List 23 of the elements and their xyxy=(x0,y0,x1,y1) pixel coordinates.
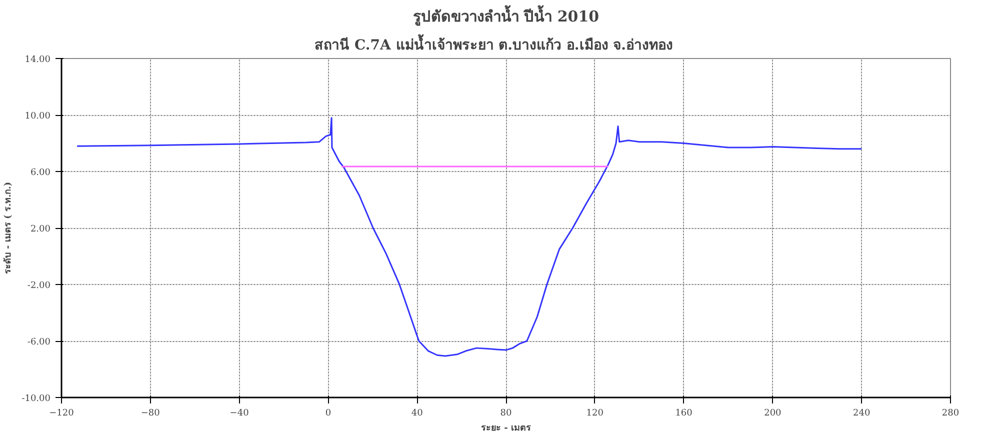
x-tick-label: −120 xyxy=(49,408,74,418)
x-tick-label: 200 xyxy=(764,408,782,418)
y-tick-label: 10.00 xyxy=(24,112,51,122)
y-axis-title: ระดับ - เมตร ( ร.ท.ก.) xyxy=(2,182,14,274)
y-tick-label: -2.00 xyxy=(27,281,51,291)
chart-title: รูปตัดขวางลำน้ำ ปีน้ำ 2010 xyxy=(412,4,600,26)
x-tick-label: 40 xyxy=(411,408,424,418)
x-tick-label: −40 xyxy=(230,408,250,418)
x-tick-label: 240 xyxy=(853,408,870,418)
y-tick-label: 14.00 xyxy=(24,55,51,65)
y-tick-label: -6.00 xyxy=(27,338,51,348)
y-tick-label: 2.00 xyxy=(30,224,51,234)
x-tick-label: 160 xyxy=(675,408,693,418)
x-tick-label: 280 xyxy=(942,408,960,418)
x-tick-label: 120 xyxy=(586,408,604,418)
x-axis-title: ระยะ - เมตร xyxy=(481,424,532,434)
y-tick-label: 6.00 xyxy=(30,168,51,178)
chart-subtitle: สถานี C.7A แม่น้ำเจ้าพระยา ต.บางแก้ว อ.เมือง จ.อ่างทอง xyxy=(314,34,674,54)
line-series xyxy=(76,117,862,357)
x-tick-label: 80 xyxy=(500,408,512,418)
x-tick-label: 0 xyxy=(325,408,332,418)
x-tick-label: −80 xyxy=(140,408,160,418)
y-tick-label: -10.00 xyxy=(22,394,51,404)
